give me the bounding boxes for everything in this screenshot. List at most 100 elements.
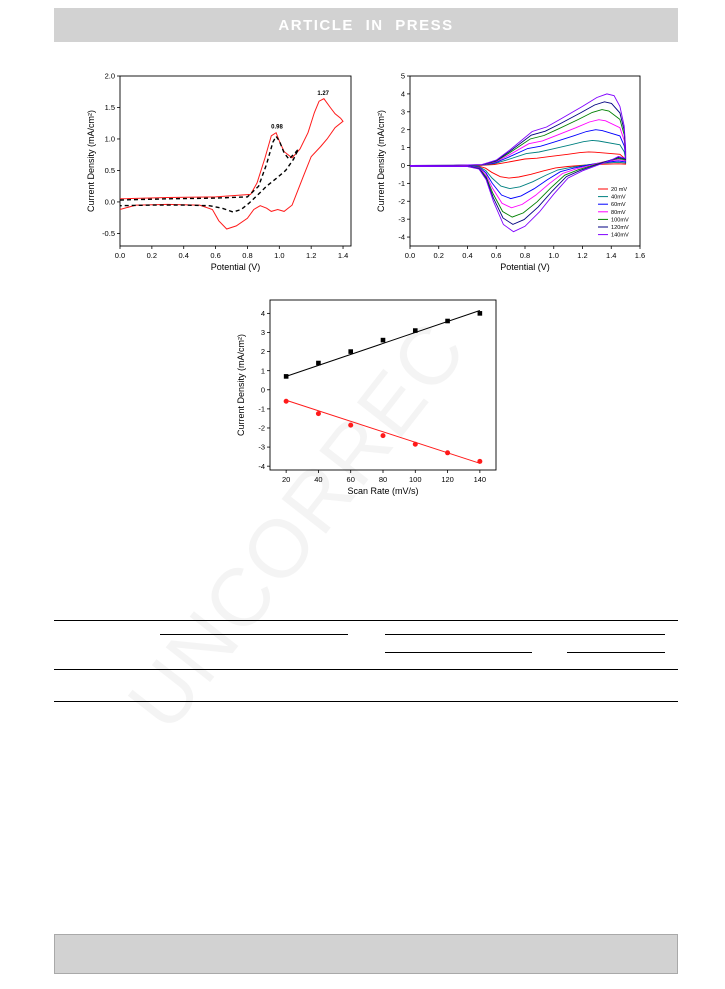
chart3-point-square [380, 337, 386, 343]
chart3-point-square [412, 328, 418, 333]
chart3-x-tick-label: 80 [379, 475, 387, 484]
table-header-rule [54, 669, 678, 670]
chart3-fit-line [285, 399, 481, 464]
chart3-point-square [316, 360, 321, 366]
chart3-point-circle [348, 422, 354, 428]
chart2-y-tick-label: -1 [398, 179, 405, 188]
chart1-x-tick-label: 0.0 [115, 251, 125, 260]
chart1-peak-label: 1.27 [317, 91, 329, 97]
chart2-y-tick-label: -2 [398, 197, 405, 206]
chart1-y-tick-label: 1.5 [105, 103, 115, 112]
chart1-y-tick-label: 0.0 [105, 198, 115, 207]
chart2-x-tick-label: 0.2 [434, 251, 444, 260]
chart1-x-tick-label: 1.0 [274, 251, 284, 260]
chart3-point-square [445, 318, 450, 324]
chart3-point-circle [445, 450, 451, 456]
chart2-series-line [409, 109, 627, 218]
chart2-x-tick-label: 0.8 [520, 251, 530, 260]
chart2-legend-label: 120mV [611, 225, 629, 231]
chart1-y-tick-label: -0.5 [102, 229, 115, 238]
chart3-y-tick-label: -2 [258, 424, 265, 433]
chart-cv-scan-rates: 0.0 0.2 0.4 0.6 0.8 1.0 1.2 1.4 1.6 5 4 3 2 1 0 -1 -2 -3 -… [376, 72, 645, 272]
chart-cv-single: 0.0 0.2 0.4 0.6 0.8 1.0 1.2 1.4 2.0 1.5 1.0 0.5 0.0 -… [86, 72, 352, 272]
table-group-rule-1 [160, 634, 348, 635]
chart3-x-axis-label: Scan Rate (mV/s) [347, 486, 418, 496]
chart2-y-tick-label: 5 [401, 72, 405, 81]
chart3-y-tick-label: 4 [261, 309, 265, 318]
chart3-x-tick-label: 20 [282, 475, 290, 484]
chart3-y-tick-label: -4 [258, 462, 265, 471]
chart2-legend-label: 140mV [611, 233, 629, 239]
chart1-y-tick-label: 0.5 [105, 166, 115, 175]
chart2-x-tick-label: 1.4 [606, 251, 616, 260]
chart3-point-square [283, 374, 289, 379]
page-header-title: ARTICLE IN PRESS [278, 17, 454, 34]
chart2-x-tick-label: 0.6 [491, 251, 501, 260]
chart1-x-tick-label: 1.4 [338, 251, 348, 260]
chart1-x-tick-label: 0.8 [242, 251, 252, 260]
chart2-y-tick-label: -3 [398, 215, 405, 224]
chart2-y-tick-label: 1 [401, 143, 405, 152]
chart2-plot-frame [409, 75, 641, 247]
chart1-x-axis-label: Potential (V) [211, 262, 261, 272]
chart3-point-circle [283, 398, 289, 404]
chart2-x-tick-label: 1.2 [577, 251, 587, 260]
chart3-x-tick-label: 60 [347, 475, 355, 484]
chart2-y-tick-label: 4 [401, 89, 405, 98]
chart2-series-line [409, 101, 627, 225]
chart2-y-tick-label: 2 [401, 125, 405, 134]
chart3-point-circle [315, 411, 321, 417]
chart1-x-tick-label: 0.4 [179, 251, 189, 260]
chart3-point-circle [477, 458, 483, 464]
chart2-series-line [409, 139, 627, 190]
chart3-point-square [348, 349, 354, 354]
chart2-legend-label: 20 mV [611, 187, 627, 193]
chart3-x-tick-label: 140 [474, 475, 487, 484]
chart2-x-tick-label: 0.0 [405, 251, 415, 260]
chart3-point-circle [380, 433, 386, 439]
chart2-series-line [409, 93, 627, 233]
chart2-x-tick-label: 1.0 [549, 251, 559, 260]
chart3-y-tick-label: -3 [258, 443, 265, 452]
chart2-legend-label: 100mV [611, 217, 629, 223]
chart2-legend-label: 40mV [611, 195, 626, 201]
table-bottom-rule [54, 701, 678, 702]
chart3-fit-line [285, 310, 481, 377]
chart2-legend-label: 80mV [611, 210, 626, 216]
footer-bar [54, 934, 678, 974]
chart1-y-axis-label: Current Density (mA/cm²) [86, 110, 96, 212]
chart-scan-rate-linear: 20 40 60 80 100 120 140 4 3 2 1 0 -1 -2 -3 -4 Scan Rate … [236, 299, 497, 496]
chart1-y-tick-label: 1.0 [105, 135, 115, 144]
chart3-point-circle [412, 441, 418, 447]
chart2-series-line [409, 119, 627, 209]
chart2-series-line [409, 151, 627, 179]
chart3-y-tick-label: 2 [261, 347, 265, 356]
chart1-series-dashed-line [119, 135, 300, 213]
chart3-y-tick-label: -1 [258, 404, 265, 413]
chart1-series-red-line [119, 98, 344, 230]
chart2-y-tick-label: 0 [401, 161, 405, 170]
chart1-plot-frame [119, 75, 352, 247]
chart3-plot-frame [269, 299, 497, 471]
chart1-x-tick-label: 0.6 [210, 251, 220, 260]
chart2-y-tick-label: -4 [398, 233, 405, 242]
chart2-x-tick-label: 0.4 [462, 251, 472, 260]
chart2-x-axis-label: Potential (V) [500, 262, 550, 272]
table-top-rule [54, 620, 678, 621]
chart3-point-square [477, 311, 483, 316]
chart3-x-tick-label: 40 [314, 475, 322, 484]
chart2-series-line [409, 129, 627, 200]
chart3-x-tick-label: 120 [441, 475, 454, 484]
table-subgroup-rule-1 [385, 652, 532, 653]
chart1-x-tick-label: 0.2 [147, 251, 157, 260]
chart3-y-tick-label: 0 [261, 385, 265, 394]
chart3-y-axis-label: Current Density (mA/cm²) [236, 334, 246, 436]
chart1-x-tick-label: 1.2 [306, 251, 316, 260]
header-bar: ARTICLE IN PRESS [54, 8, 678, 42]
chart2-y-tick-label: 3 [401, 107, 405, 116]
chart2-y-axis-label: Current Density (mA/cm²) [376, 110, 386, 212]
chart1-y-tick-label: 2.0 [105, 72, 115, 81]
table-group-rule-2 [385, 634, 665, 635]
chart2-legend-label: 60mV [611, 202, 626, 208]
chart2-x-tick-label: 1.6 [635, 251, 645, 260]
